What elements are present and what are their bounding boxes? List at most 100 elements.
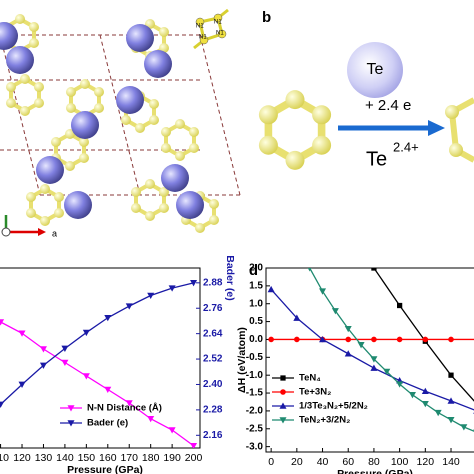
panel-label: d [249, 262, 258, 279]
marker [268, 336, 274, 343]
product-ion: Te [366, 148, 387, 170]
n4-inset: N1 N1 N1 N1 [193, 8, 229, 50]
marker [421, 400, 429, 408]
marker [18, 381, 26, 388]
y-tick-label: 2.0 [249, 263, 263, 274]
marker [408, 392, 416, 399]
marker [190, 280, 198, 287]
charge-transfer: + 2.4 e [365, 97, 411, 114]
x-tick-label: 150 [78, 452, 96, 464]
marker [319, 335, 327, 343]
marker [280, 375, 286, 381]
atom-label: N1 [199, 35, 207, 41]
marker [279, 402, 287, 409]
marker [460, 424, 468, 431]
marker [448, 336, 454, 343]
marker [125, 400, 133, 407]
x-tick-label: 140 [442, 456, 460, 468]
marker [371, 268, 377, 271]
marker [168, 427, 176, 434]
marker [448, 372, 454, 378]
marker [267, 285, 275, 293]
x-tick-label: 20 [291, 456, 303, 468]
marker [61, 359, 69, 366]
legend-label: N-N Distance (Å) [87, 403, 162, 414]
series-line [373, 268, 474, 402]
atom-label: N1 [196, 24, 204, 30]
marker [0, 319, 5, 326]
marker [279, 417, 287, 424]
marker [67, 420, 75, 427]
y2-tick-label: 2.28 [203, 405, 223, 416]
x-axis-label: Pressure (GPa) [337, 468, 413, 474]
legend-label: TeN₂+3/2N₂ [299, 415, 350, 426]
y-tick-label: 1.0 [249, 298, 263, 309]
product-charge: 2.4+ [393, 139, 419, 154]
marker [104, 314, 112, 322]
marker [396, 381, 404, 388]
n6-ring [259, 90, 331, 170]
plot-frame [265, 267, 474, 453]
partial-ring [445, 97, 474, 163]
marker [319, 288, 327, 295]
y2-tick-label: 2.16 [203, 430, 223, 441]
legend-label: Bader (e) [87, 418, 128, 429]
marker [147, 415, 155, 423]
marker [125, 303, 133, 310]
marker [383, 368, 391, 376]
marker [396, 336, 403, 343]
series-line [0, 282, 194, 405]
marker [371, 336, 377, 343]
y-tick-label: -1.0 [246, 370, 264, 381]
x-tick-label: 170 [120, 452, 138, 464]
marker [434, 409, 442, 417]
marker [344, 325, 352, 333]
marker [104, 386, 112, 393]
y-tick-label: 1.5 [249, 281, 263, 292]
y-tick-label: -0.5 [246, 352, 264, 363]
marker [294, 336, 300, 343]
legend-label: Te+3N₂ [299, 387, 331, 398]
y2-tick-label: 2.64 [203, 328, 223, 339]
marker [307, 268, 312, 272]
x-tick-label: 160 [99, 452, 117, 464]
marker [39, 346, 47, 353]
te-atom [347, 42, 403, 98]
marker [293, 314, 301, 321]
x-tick-label: 0 [268, 456, 274, 468]
x-tick-label: 100 [391, 456, 409, 468]
plot-area [0, 280, 198, 448]
charts: 110120130140150160170180190200Pressure (… [0, 255, 474, 474]
atom-label: N1 [214, 20, 222, 26]
axis-label: a [52, 228, 57, 238]
marker [370, 356, 378, 363]
marker [39, 362, 47, 369]
plot-area [267, 268, 474, 432]
marker [345, 336, 352, 343]
legend-label: TeN₄ [299, 373, 321, 384]
y-tick-label: -1.5 [246, 388, 264, 399]
marker [396, 302, 403, 309]
plot-frame [0, 267, 201, 449]
marker [0, 401, 5, 408]
panel-label: b [262, 9, 271, 26]
x-tick-label: 40 [317, 456, 329, 468]
y-tick-label: 0.5 [249, 316, 263, 327]
marker [357, 342, 365, 349]
x-tick-label: 110 [0, 452, 9, 464]
x-tick-label: 180 [142, 452, 160, 464]
legend-label: 1/3Te₃N₂+5/2N₂ [299, 401, 368, 412]
marker [61, 345, 69, 352]
x-tick-label: 80 [368, 456, 380, 468]
y2-tick-label: 2.88 [203, 277, 223, 288]
marker [18, 330, 26, 337]
x-tick-label: 60 [342, 456, 354, 468]
axis-indicator: a [1, 215, 57, 238]
atom-label: N1 [216, 31, 224, 37]
y-tick-label: 0.0 [249, 334, 263, 345]
x-axis-label: Pressure (GPa) [67, 464, 143, 474]
y-tick-label: -3.0 [246, 441, 264, 452]
y2-tick-label: 2.40 [203, 379, 223, 390]
